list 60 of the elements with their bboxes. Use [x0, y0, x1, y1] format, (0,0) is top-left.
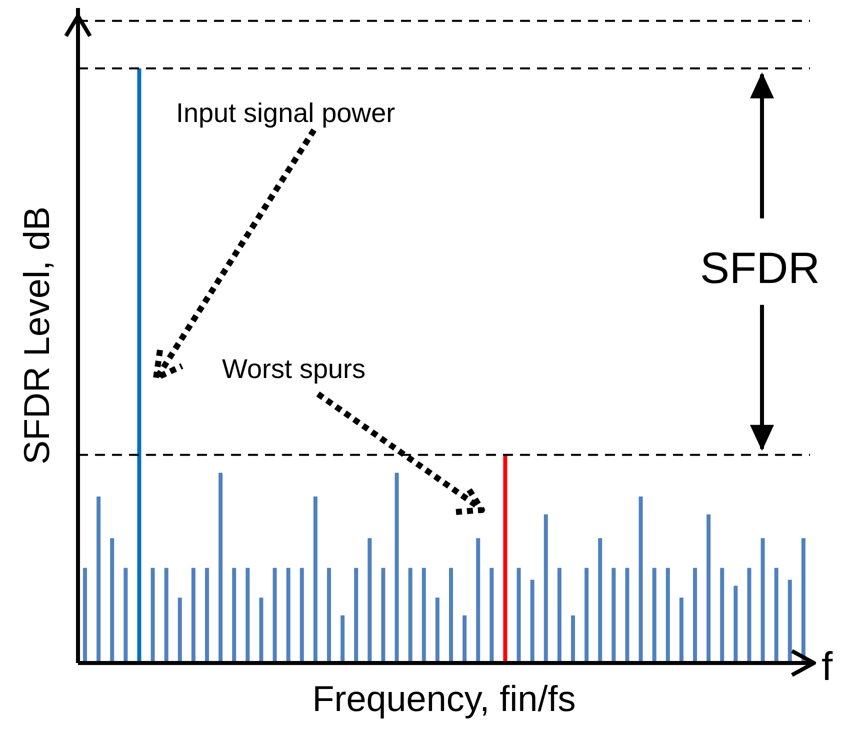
bar [368, 538, 372, 663]
bar [96, 496, 101, 663]
bar [544, 514, 548, 663]
bar [652, 568, 656, 663]
bar [638, 496, 643, 663]
bar [625, 568, 630, 663]
bar [503, 454, 508, 663]
bar [490, 568, 494, 663]
bar [720, 568, 724, 663]
bar [788, 580, 792, 663]
bar [693, 568, 697, 663]
bar [679, 598, 684, 663]
bar [124, 568, 128, 663]
bar [435, 598, 440, 663]
bar [557, 568, 562, 663]
bar [571, 615, 575, 663]
bar [584, 568, 589, 663]
bar [340, 615, 345, 663]
bar [218, 472, 223, 663]
annotation: SFDR [700, 244, 820, 293]
bar [422, 568, 426, 663]
annotation: Input signal power [176, 98, 396, 128]
annotation: Worst spurs [222, 354, 366, 384]
bar [476, 538, 480, 663]
bar [191, 568, 196, 663]
bar [137, 68, 142, 663]
bar [83, 568, 87, 663]
bar [110, 538, 114, 663]
bar [381, 568, 386, 663]
bar [760, 538, 765, 663]
bar [530, 580, 534, 663]
bar [408, 568, 412, 663]
bar [734, 586, 738, 663]
bar [272, 568, 277, 663]
bar [327, 568, 331, 663]
x-axis-title: Frequency, fin/fs [312, 678, 576, 719]
y-axis-title: SFDR Level, dB [16, 206, 57, 465]
bar [286, 568, 290, 663]
bar [354, 568, 358, 663]
bar [774, 568, 778, 663]
bar [300, 568, 304, 663]
bar [150, 568, 155, 663]
bar [178, 598, 182, 663]
bar [205, 568, 209, 663]
bar [246, 568, 250, 663]
bar [612, 568, 616, 663]
bar [666, 568, 670, 663]
bar [394, 472, 399, 663]
bar [516, 568, 521, 663]
bar [747, 568, 752, 663]
bar [313, 496, 318, 663]
bar [598, 538, 602, 663]
bar [449, 568, 453, 663]
bar [232, 568, 236, 663]
bar [801, 538, 806, 663]
bar [259, 598, 264, 663]
text: f [821, 645, 834, 689]
bar [462, 615, 467, 663]
bar [164, 568, 168, 663]
bar [706, 514, 711, 663]
